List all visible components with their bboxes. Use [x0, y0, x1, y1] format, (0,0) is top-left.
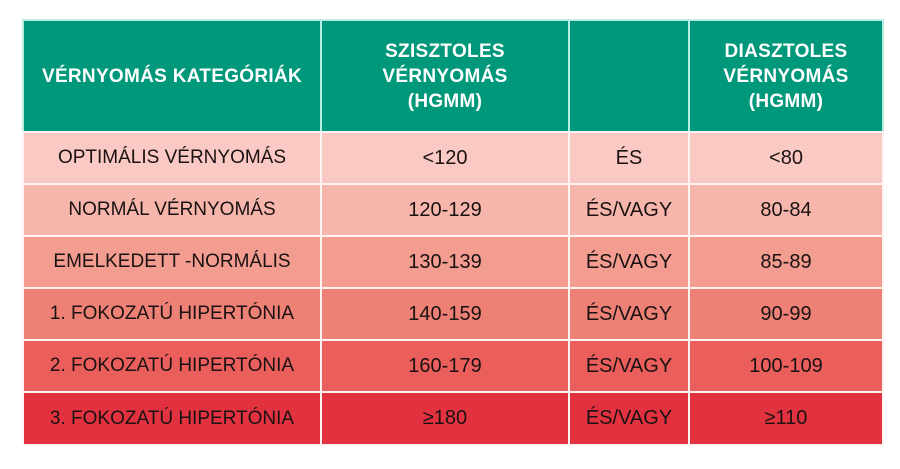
diastolic-cell: ≥110 [688, 391, 884, 446]
header-diastolic-line1: DIASZTOLES [724, 40, 848, 62]
table-row: EMELKEDETT -NORMÁLIS 130-139 ÉS/VAGY 85-… [22, 235, 884, 289]
table-row: NORMÁL VÉRNYOMÁS 120-129 ÉS/VAGY 80-84 [22, 183, 884, 237]
systolic-cell: 160-179 [320, 339, 570, 393]
systolic-cell: ≥180 [320, 391, 570, 446]
header-diastolic-line3: (HGMM) [748, 90, 824, 112]
systolic-cell: 120-129 [320, 183, 570, 237]
diastolic-cell: 80-84 [688, 183, 884, 237]
blood-pressure-categories-table: VÉRNYOMÁS KATEGÓRIÁK SZISZTOLES VÉRNYOMÁ… [22, 19, 884, 446]
category-cell: OPTIMÁLIS VÉRNYOMÁS [22, 131, 322, 185]
diastolic-cell: 100-109 [688, 339, 884, 393]
diastolic-cell: 90-99 [688, 287, 884, 341]
operator-cell: ÉS [568, 131, 690, 185]
table-row: 1. FOKOZATÚ HIPERTÓNIA 140-159 ÉS/VAGY 9… [22, 287, 884, 341]
diastolic-cell: <80 [688, 131, 884, 185]
table-row: OPTIMÁLIS VÉRNYOMÁS <120 ÉS <80 [22, 131, 884, 185]
header-diastolic: DIASZTOLES VÉRNYOMÁS (HGMM) [688, 19, 884, 133]
table-row: 2. FOKOZATÚ HIPERTÓNIA 160-179 ÉS/VAGY 1… [22, 339, 884, 393]
header-systolic-line1: SZISZTOLES [385, 40, 505, 62]
table-row: 3. FOKOZATÚ HIPERTÓNIA ≥180 ÉS/VAGY ≥110 [22, 391, 884, 446]
header-row: VÉRNYOMÁS KATEGÓRIÁK SZISZTOLES VÉRNYOMÁ… [22, 19, 884, 133]
header-systolic: SZISZTOLES VÉRNYOMÁS (HGMM) [320, 19, 570, 133]
category-cell: EMELKEDETT -NORMÁLIS [22, 235, 322, 289]
systolic-cell: 130-139 [320, 235, 570, 289]
operator-cell: ÉS/VAGY [568, 287, 690, 341]
header-systolic-line3: (HGMM) [407, 90, 483, 112]
header-diastolic-line2: VÉRNYOMÁS [723, 65, 849, 87]
diastolic-cell: 85-89 [688, 235, 884, 289]
category-cell: 2. FOKOZATÚ HIPERTÓNIA [22, 339, 322, 393]
systolic-cell: 140-159 [320, 287, 570, 341]
category-cell: NORMÁL VÉRNYOMÁS [22, 183, 322, 237]
header-systolic-line2: VÉRNYOMÁS [382, 65, 508, 87]
header-category: VÉRNYOMÁS KATEGÓRIÁK [22, 19, 322, 133]
header-category-label: VÉRNYOMÁS KATEGÓRIÁK [41, 65, 303, 87]
category-cell: 1. FOKOZATÚ HIPERTÓNIA [22, 287, 322, 341]
operator-cell: ÉS/VAGY [568, 183, 690, 237]
operator-cell: ÉS/VAGY [568, 391, 690, 446]
header-operator [568, 19, 690, 133]
systolic-cell: <120 [320, 131, 570, 185]
operator-cell: ÉS/VAGY [568, 235, 690, 289]
operator-cell: ÉS/VAGY [568, 339, 690, 393]
category-cell: 3. FOKOZATÚ HIPERTÓNIA [22, 391, 322, 446]
